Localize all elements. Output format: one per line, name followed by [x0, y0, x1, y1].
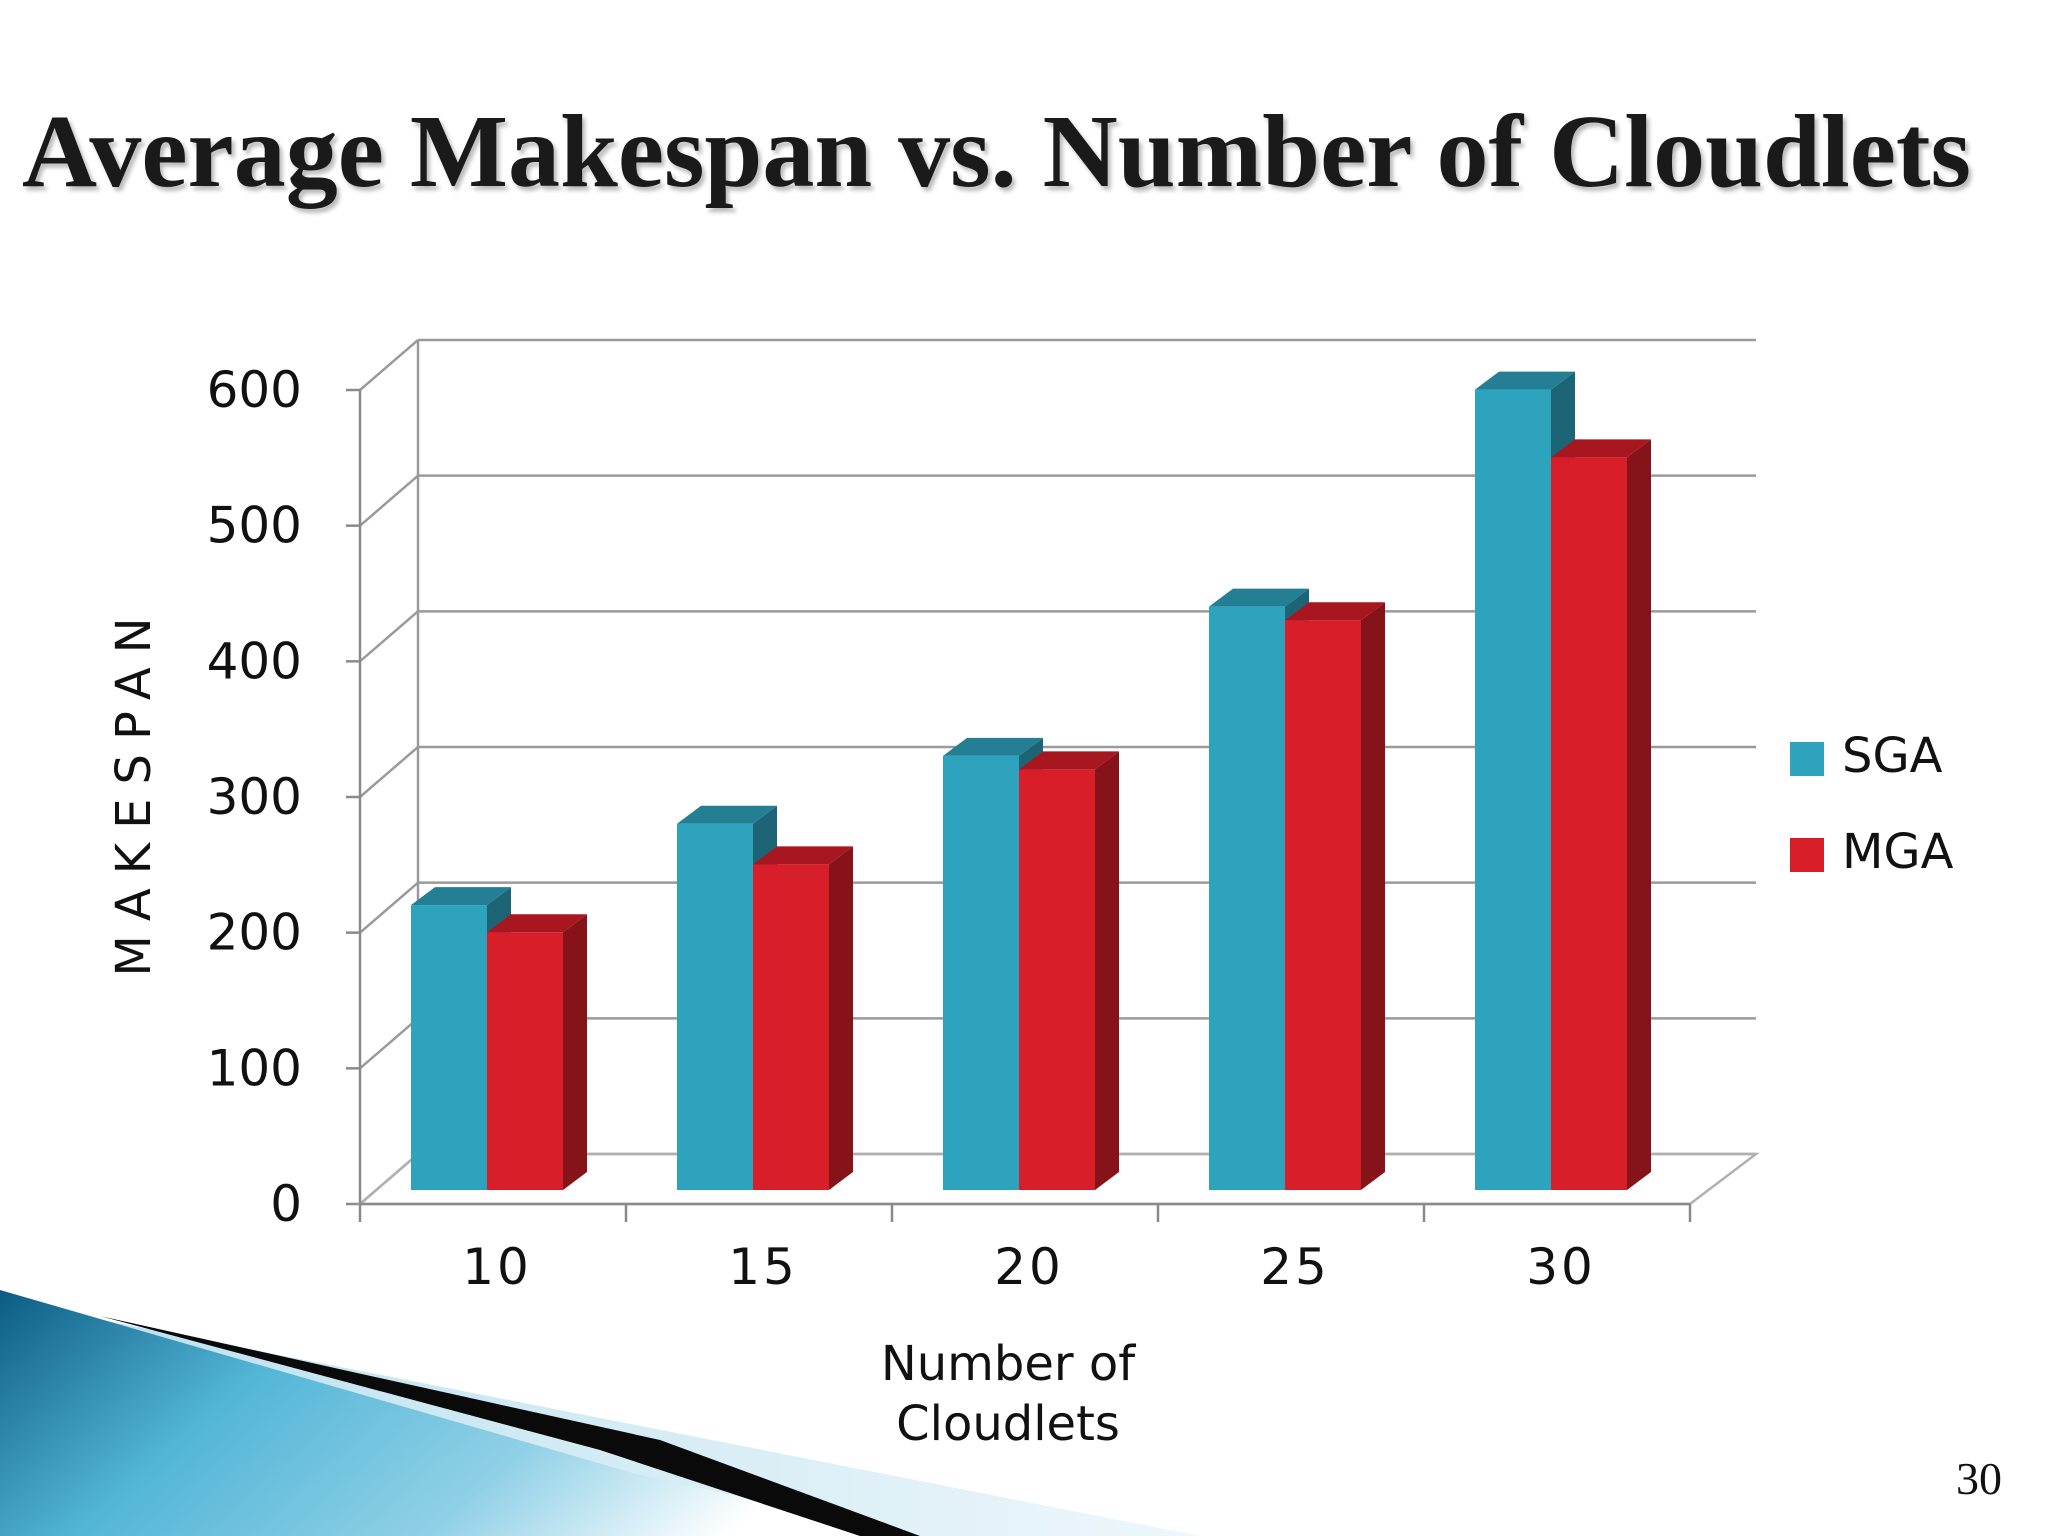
bar-mga-side [1627, 439, 1651, 1190]
bar-sga-top [411, 887, 511, 906]
swoosh-blue-band [0, 1290, 920, 1536]
legend-label-mga: MGA [1842, 824, 1954, 880]
bar-sga-top [943, 737, 1043, 756]
bar-mga-side [563, 914, 587, 1190]
gridline-side [359, 1017, 419, 1070]
bar-mga-side [1361, 602, 1385, 1190]
x-axis-title-line2: Cloudlets [896, 1396, 1120, 1452]
gridline-side [359, 610, 419, 663]
bar-mga [1285, 620, 1361, 1190]
x-tick-label: 25 [1260, 1238, 1330, 1296]
bar-mga-top [1551, 439, 1651, 458]
bar-sga [1209, 606, 1285, 1190]
slide-title: Average Makespan vs. Number of Cloudlets [22, 94, 1971, 209]
x-axis-title-line1: Number of [881, 1336, 1136, 1392]
gridline-side [359, 746, 419, 798]
bar-mga [487, 932, 563, 1190]
y-tick-label: 300 [207, 768, 302, 826]
bar-sga-top [1475, 371, 1575, 390]
page-number: 30 [1956, 1453, 2002, 1504]
bar-sga [677, 823, 753, 1190]
bar-sga [943, 755, 1019, 1190]
gridline-side [359, 339, 419, 391]
bar-sga-top [1209, 588, 1309, 607]
legend-swatch-mga [1790, 838, 1824, 872]
bar-mga-top [753, 846, 853, 865]
x-tick-label: 30 [1526, 1238, 1596, 1296]
bar-mga-side [829, 846, 853, 1190]
y-axis-title: MAKESPAN [106, 603, 162, 976]
bar-mga [1019, 769, 1095, 1190]
gridline-side [359, 881, 419, 934]
bar-sga-top [677, 805, 777, 824]
bar-mga [753, 864, 829, 1190]
swoosh-black-stripe [100, 1316, 920, 1536]
bar-mga-top [1019, 751, 1119, 770]
y-tick-label: 200 [207, 904, 302, 962]
y-tick-label: 500 [207, 497, 302, 555]
bar-mga-top [1285, 602, 1385, 621]
x-tick-label: 15 [728, 1238, 798, 1296]
y-tick-label: 400 [207, 632, 302, 690]
x-tick-label: 20 [994, 1238, 1064, 1296]
bar-mga [1551, 457, 1627, 1190]
legend-swatch-sga [1790, 742, 1824, 776]
legend-label-sga: SGA [1842, 728, 1943, 784]
y-tick-label: 600 [207, 361, 302, 419]
bar-mga-side [1095, 751, 1119, 1190]
bar-sga [411, 905, 487, 1190]
y-tick-label: 100 [207, 1039, 302, 1097]
bar-mga-top [487, 914, 587, 933]
y-tick-label: 0 [270, 1175, 302, 1233]
gridline-side [359, 474, 419, 527]
bar-sga [1475, 389, 1551, 1191]
x-tick-label: 10 [462, 1238, 532, 1296]
